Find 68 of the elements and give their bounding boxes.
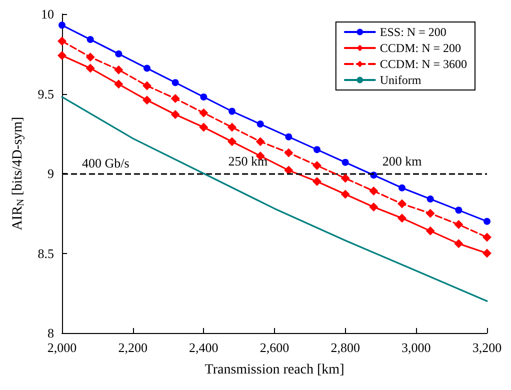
x-tick-label: 3,200 (472, 340, 502, 355)
x-tick-label: 2,600 (260, 340, 290, 355)
point (172, 79, 179, 86)
y-tick-label: 10 (41, 6, 54, 22)
point (426, 226, 435, 236)
line-series (61, 96, 488, 302)
point (285, 133, 292, 140)
point (284, 148, 294, 158)
x-tick-label: 2,200 (118, 340, 148, 355)
x-tick-label: 2,800 (330, 340, 360, 355)
x-tick-label: 2,400 (189, 340, 218, 355)
point (369, 186, 378, 196)
point (482, 232, 492, 242)
point (284, 166, 294, 175)
point (314, 146, 320, 154)
ref-line-label: 400 Gb/s (82, 156, 130, 170)
point (86, 52, 95, 62)
point (228, 137, 236, 146)
point (199, 108, 208, 118)
point (484, 218, 490, 225)
point (342, 158, 349, 166)
point (142, 96, 152, 105)
point (426, 208, 435, 218)
point (115, 50, 122, 58)
point (58, 22, 66, 29)
point (340, 190, 350, 199)
point (170, 94, 180, 104)
legend-label: CCDM: N = 200 (380, 41, 462, 55)
annotation: 250 km (228, 154, 268, 168)
x-tick-label: 2,000 (47, 340, 77, 355)
point (398, 199, 406, 208)
y-tick-label: 9 (48, 166, 54, 181)
x-axis-title: Transmission reach [km] (204, 362, 344, 378)
y-tick-label: 8 (48, 326, 54, 340)
point (256, 137, 265, 146)
point (199, 122, 208, 132)
point (454, 220, 464, 230)
point (86, 36, 94, 44)
point (454, 239, 464, 248)
point (228, 108, 236, 115)
y-tick-label: 9.5 (38, 86, 54, 102)
legend-label: CCDM: N = 3600 (380, 57, 468, 71)
point (170, 110, 180, 119)
x-tick-label: 3,000 (402, 340, 431, 355)
point (369, 202, 378, 212)
point (86, 64, 95, 73)
point (340, 174, 350, 183)
point (312, 161, 322, 170)
point (114, 80, 124, 89)
point (312, 176, 322, 186)
point (58, 50, 66, 60)
legend-label: ESS: N = 200 (380, 25, 446, 39)
point (142, 81, 152, 90)
y-axis-title: AIRN [bits/4D-sym] (10, 116, 26, 230)
point (455, 206, 462, 214)
point (256, 120, 264, 128)
y-tick-label: 8.5 (38, 246, 54, 261)
point (200, 93, 208, 100)
point (426, 196, 434, 203)
point (398, 214, 406, 223)
point (398, 184, 406, 192)
annotation: 200 km (382, 154, 422, 168)
point (482, 248, 492, 258)
point (144, 64, 150, 72)
legend-label: Uniform (380, 73, 422, 87)
point (58, 36, 66, 46)
point (228, 122, 236, 132)
point (114, 65, 124, 74)
